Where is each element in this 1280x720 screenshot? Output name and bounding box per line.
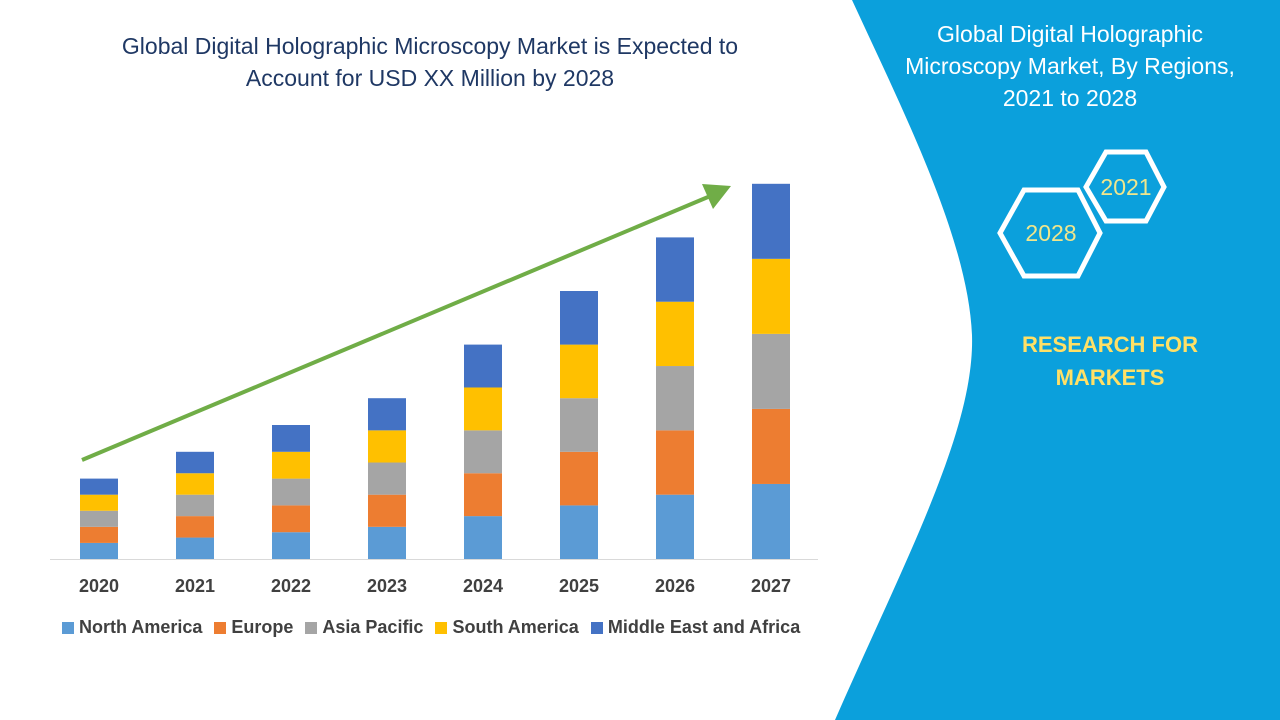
bar-segment-2024-2 xyxy=(464,430,502,474)
bar-segment-2027-1 xyxy=(752,408,790,484)
bar-segment-2024-1 xyxy=(464,473,502,517)
hex-label-2021: 2021 xyxy=(1100,174,1151,200)
bar-segment-2027-2 xyxy=(752,333,790,409)
bar-segment-2027-0 xyxy=(752,483,790,559)
bar-segment-2021-0 xyxy=(176,537,214,559)
bar-segment-2020-3 xyxy=(80,494,118,511)
x-tick-label: 2023 xyxy=(367,576,407,596)
legend-label: Asia Pacific xyxy=(322,617,424,637)
chart-title-line: Global Digital Holographic Microscopy Ma… xyxy=(121,33,739,59)
side-title-line: 2021 to 2028 xyxy=(1002,85,1138,111)
bar-segment-2027-3 xyxy=(752,258,790,334)
x-tick-label: 2026 xyxy=(655,576,695,596)
stacked-bar-chart: 2020 2021 2022 2023 2024 2025 2026 2027 xyxy=(50,183,818,596)
legend-label: North America xyxy=(79,617,203,637)
hexagon-2021 xyxy=(1083,149,1167,224)
legend: North America Europe Asia Pacific South Ame… xyxy=(62,617,800,638)
bar-segment-2020-0 xyxy=(80,542,118,559)
x-tick-label: 2025 xyxy=(559,576,599,596)
bar-segment-2026-0 xyxy=(656,494,694,559)
legend-label: South America xyxy=(452,617,579,637)
bar-segment-2022-1 xyxy=(272,505,310,533)
side-title-line: Microscopy Market, By Regions, xyxy=(905,53,1235,79)
brand-logo-text: RESEARCH FOR MARKETS xyxy=(1000,328,1280,394)
trend-arrow-line xyxy=(81,195,709,462)
bar-segment-2025-0 xyxy=(560,505,598,559)
legend-swatch xyxy=(435,621,448,634)
bar-segment-2024-0 xyxy=(464,516,502,559)
legend-swatch xyxy=(590,621,603,634)
chart-title: Global Digital Holographic Microscopy Ma… xyxy=(60,30,800,94)
legend-swatch xyxy=(62,621,74,634)
legend-item: Asia Pacific xyxy=(305,617,423,638)
trend-arrow-head-icon xyxy=(702,184,731,209)
side-panel-title: Global Digital Holographic Microscopy Ma… xyxy=(880,18,1260,114)
bar-segment-2023-0 xyxy=(368,526,406,559)
brand-line: MARKETS xyxy=(1055,365,1165,390)
bar-segment-2022-2 xyxy=(272,478,310,506)
bar-segment-2026-3 xyxy=(656,301,694,367)
x-tick-label: 2022 xyxy=(271,576,311,596)
legend-swatch xyxy=(305,621,318,634)
legend-swatch xyxy=(214,621,227,634)
bar-segment-2026-4 xyxy=(656,237,694,302)
bar-segment-2020-1 xyxy=(80,526,118,543)
bar-segment-2021-1 xyxy=(176,516,214,538)
bar-segment-2021-3 xyxy=(176,473,214,495)
hex-label-2028: 2028 xyxy=(1025,220,1076,246)
bar-segment-2023-3 xyxy=(368,430,406,463)
bar-segment-2023-1 xyxy=(368,494,406,527)
chart-title-line: Account for USD XX Million by 2028 xyxy=(245,65,615,91)
bar-segment-2024-3 xyxy=(464,387,502,431)
x-tick-label: 2024 xyxy=(463,576,503,596)
x-tick-label: 2021 xyxy=(175,576,215,596)
legend-item: Middle East and Africa xyxy=(590,617,801,638)
legend-label: Europe xyxy=(231,617,294,637)
x-tick-label: 2020 xyxy=(79,576,119,596)
legend-label: Middle East and Africa xyxy=(607,617,801,637)
bar-segment-2022-4 xyxy=(272,425,310,452)
bar-segment-2021-4 xyxy=(176,451,214,474)
x-tick-label: 2027 xyxy=(751,576,791,596)
bar-segment-2020-2 xyxy=(80,510,118,527)
bar-segment-2025-2 xyxy=(560,398,598,452)
legend-item: Europe xyxy=(214,617,293,638)
bar-segment-2025-1 xyxy=(560,451,598,506)
bar-segment-2021-2 xyxy=(176,494,214,517)
bar-segment-2025-3 xyxy=(560,344,598,399)
bar-segment-2022-0 xyxy=(272,532,310,559)
legend-item: North America xyxy=(62,617,202,638)
bar-segment-2023-2 xyxy=(368,462,406,495)
brand-line: RESEARCH FOR xyxy=(1021,332,1198,357)
side-title-line: Global Digital Holographic xyxy=(937,21,1203,47)
bar-segment-2022-3 xyxy=(272,451,310,479)
bar-segment-2027-4 xyxy=(752,183,790,259)
bar-segment-2023-4 xyxy=(368,398,406,431)
bar-segment-2020-4 xyxy=(80,478,118,495)
bar-segment-2026-1 xyxy=(656,430,694,495)
bar-segment-2024-4 xyxy=(464,344,502,388)
bar-segment-2025-4 xyxy=(560,291,598,345)
hexagon-2028 xyxy=(997,187,1103,279)
legend-item: South America xyxy=(435,617,579,638)
bar-segment-2026-2 xyxy=(656,366,694,431)
